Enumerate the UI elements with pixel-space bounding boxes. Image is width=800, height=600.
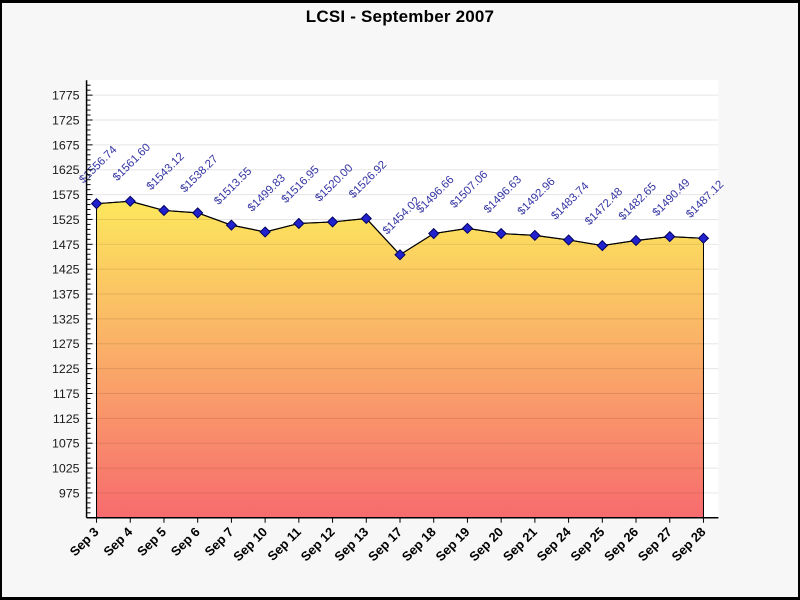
x-tick-label: Sep 27 <box>635 524 675 564</box>
data-point-marker <box>697 232 710 244</box>
data-point-marker <box>225 219 238 231</box>
data-point-marker <box>394 249 406 261</box>
x-tick-label: Sep 20 <box>466 524 506 564</box>
x-tick-label: Sep 4 <box>100 524 136 559</box>
area-chart: $1556.74$1561.60$1543.12$1538.27$1513.55… <box>52 80 726 564</box>
data-point-marker <box>90 198 103 210</box>
x-tick-label: Sep 25 <box>567 524 607 564</box>
data-point-marker <box>259 226 271 238</box>
y-tick-label: 1175 <box>53 387 80 401</box>
y-tick-label: 1675 <box>52 138 80 152</box>
y-tick-label: 1075 <box>52 437 80 451</box>
x-tick-label: Sep 24 <box>534 524 575 564</box>
data-point-marker <box>461 222 474 235</box>
y-tick-label: 1325 <box>52 312 80 326</box>
y-tick-label: 975 <box>59 486 80 500</box>
x-tick-label: Sep 12 <box>298 524 338 564</box>
data-point-marker <box>495 227 507 240</box>
data-point-marker <box>326 216 339 228</box>
y-tick-label: 1275 <box>52 337 80 351</box>
data-point-marker <box>428 227 440 240</box>
data-point-marker <box>158 204 170 217</box>
data-point-marker <box>192 207 204 219</box>
x-tick-label: Sep 17 <box>365 524 405 564</box>
data-point-marker <box>562 234 575 246</box>
data-point-marker <box>529 229 541 242</box>
x-tick-label: Sep 3 <box>67 524 102 559</box>
x-tick-label: Sep 26 <box>601 524 641 564</box>
y-tick-label: 1475 <box>52 238 80 252</box>
x-tick-label: Sep 10 <box>230 524 270 564</box>
data-point-marker <box>630 234 642 247</box>
data-point-marker <box>293 217 305 230</box>
y-tick-label: 1775 <box>52 89 80 103</box>
y-tick-label: 1125 <box>53 412 80 426</box>
y-tick-label: 1025 <box>52 462 80 476</box>
data-point-marker <box>596 239 608 252</box>
y-tick-label: 1375 <box>52 288 80 302</box>
x-tick-label: Sep 18 <box>399 524 439 564</box>
y-tick-label: 1225 <box>52 362 80 376</box>
y-tick-label: 1425 <box>52 263 80 277</box>
x-tick-label: Sep 19 <box>432 524 472 564</box>
x-tick-label: Sep 13 <box>331 524 371 564</box>
data-point-marker <box>664 230 676 243</box>
y-tick-label: 1625 <box>52 163 80 177</box>
x-tick-label: Sep 28 <box>668 524 708 564</box>
chart-title: LCSI - September 2007 <box>305 7 495 26</box>
x-tick-label: Sep 21 <box>500 524 540 564</box>
x-tick-label: Sep 6 <box>168 524 203 559</box>
x-tick-label: Sep 11 <box>264 524 304 563</box>
data-point-marker <box>124 195 136 207</box>
data-point-marker <box>360 212 372 225</box>
y-tick-label: 1575 <box>52 188 80 202</box>
x-tick-label: Sep 5 <box>134 524 169 559</box>
y-tick-label: 1525 <box>52 213 80 227</box>
y-tick-label: 1725 <box>52 113 80 127</box>
